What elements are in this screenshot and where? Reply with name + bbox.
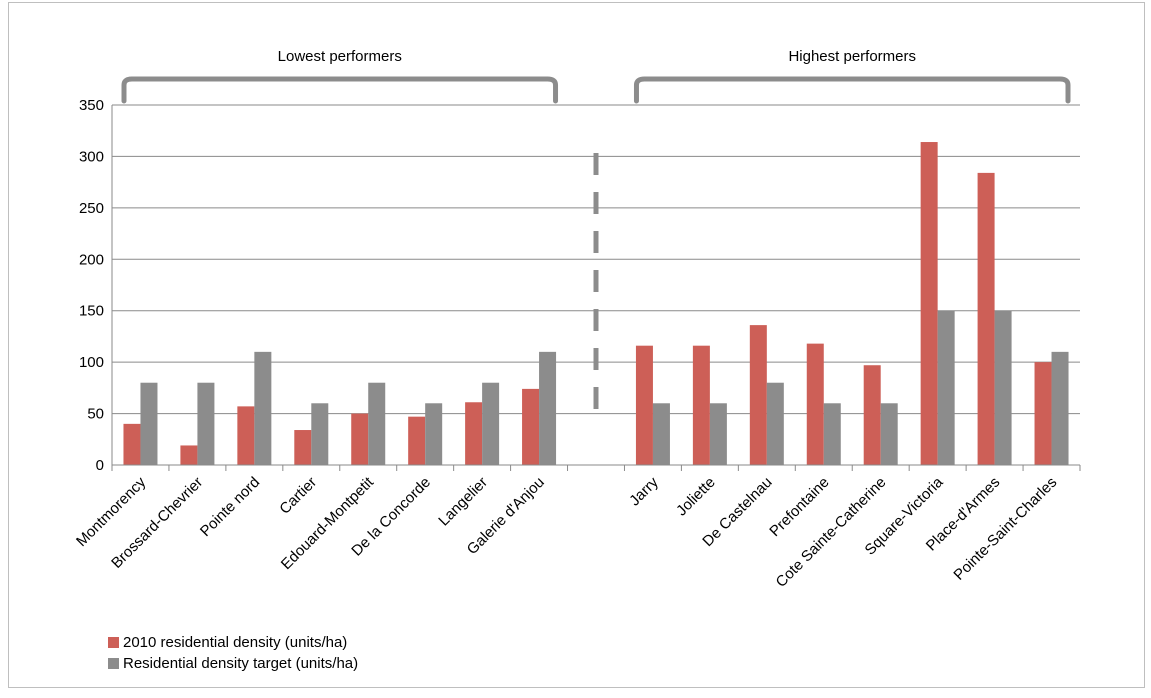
bar-series-1 [806,343,824,465]
bars [123,142,1069,465]
bar-series-2 [880,403,898,465]
bar-series-2 [539,351,557,465]
bar-series-2 [311,403,329,465]
bar-series-2 [766,382,784,465]
bar-series-1 [635,345,653,465]
bar-series-1 [351,413,369,465]
x-category-label: Pointe nord [197,474,263,540]
chart-frame: 0 50 100 150 200 250 300 350 Montmorency Brossard… [8,2,1145,688]
x-category-label: Langelier [435,474,491,530]
legend-swatch-series-2 [108,658,119,669]
annotations: Lowest performers Highest performers [121,48,1071,425]
bar-series-1 [692,345,710,465]
x-category-label: Pointe-Saint-Charles [950,474,1060,584]
y-tick-label: 350 [79,97,104,114]
bar-series-2 [425,403,443,465]
bar-series-1 [1034,362,1052,465]
group-label: Highest performers [788,48,916,65]
bar-series-2 [994,310,1012,465]
legend-swatch-series-1 [108,637,119,648]
bar-series-1 [237,406,255,465]
bar-series-2 [652,403,670,465]
bar-series-2 [1051,351,1069,465]
y-tick-label: 250 [79,200,104,217]
legend-label-series-2: Residential density target (units/ha) [123,655,359,672]
bar-series-2 [140,382,158,465]
bar-series-1 [294,430,312,465]
x-category-label: Joliette [673,474,719,520]
bar-series-1 [977,172,995,465]
y-tick-label: 0 [96,457,104,474]
bar-series-2 [709,403,727,465]
bar-series-1 [863,365,881,465]
y-tick-label: 300 [79,148,104,165]
legend: 2010 residential density (units/ha) Resi… [108,632,358,674]
bar-chart: 050100150200250300350MontmorencyBrossard… [73,48,1081,591]
bar-series-1 [749,325,767,465]
y-tick-label: 50 [87,406,104,423]
group-bracket [121,76,559,104]
y-tick-label: 200 [79,251,104,268]
bar-series-2 [482,382,500,465]
bar-series-1 [408,416,426,465]
y-tick-label: 100 [79,354,104,371]
bar-series-1 [522,388,540,465]
bar-series-2 [368,382,386,465]
legend-item-series-1: 2010 residential density (units/ha) [108,632,358,653]
bar-series-1 [180,445,198,465]
bar-series-2 [823,403,841,465]
bar-series-2 [937,310,955,465]
x-category-label: Cartier [276,474,320,518]
bar-series-1 [465,402,483,465]
group-bracket [633,76,1071,104]
x-category-label: Jarry [626,473,662,509]
bar-series-2 [254,351,272,465]
bar-series-2 [197,382,215,465]
bar-series-1 [920,142,938,465]
bar-series-1 [123,423,141,465]
legend-item-series-2: Residential density target (units/ha) [108,653,358,674]
y-tick-label: 150 [79,303,104,320]
legend-label-series-1: 2010 residential density (units/ha) [123,634,348,651]
x-category-label: Cote Sainte-Catherine [773,474,890,591]
group-label: Lowest performers [278,48,402,65]
